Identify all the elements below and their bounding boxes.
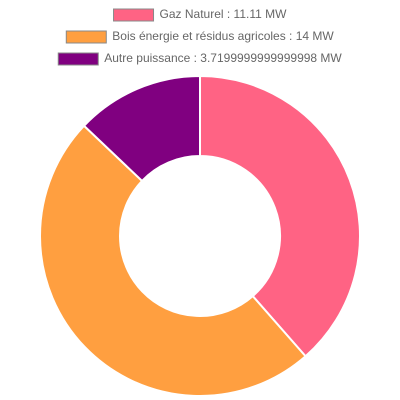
legend-label: Autre puissance : 3.7199999999999998 MW — [104, 51, 342, 65]
legend-swatch — [65, 30, 107, 44]
legend-label: Gaz Naturel : 11.11 MW — [160, 7, 288, 21]
legend-swatch — [57, 52, 99, 66]
legend-label: Bois énergie et résidus agricoles : 14 M… — [112, 29, 334, 43]
slice — [39, 124, 307, 397]
slice — [82, 74, 201, 183]
legend-swatch — [113, 8, 155, 22]
slice — [199, 74, 361, 358]
